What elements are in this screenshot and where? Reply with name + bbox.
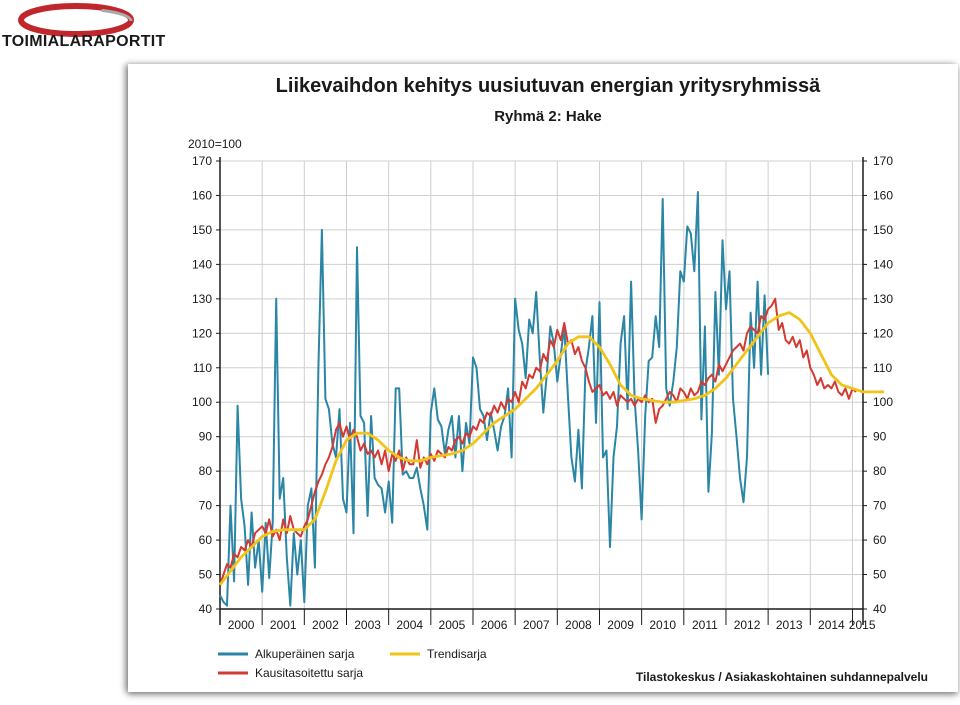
y-tick-label-left: 110 <box>193 361 212 375</box>
y-tick-label-right: 100 <box>873 395 893 409</box>
y-tick-label-right: 170 <box>873 154 893 168</box>
y-tick-label-right: 160 <box>873 188 893 202</box>
y-tick-label-left: 100 <box>192 395 212 409</box>
y-tick-label-left: 60 <box>199 533 213 547</box>
x-tick-label: 2002 <box>312 618 339 632</box>
x-tick-label: 2014 <box>818 618 845 632</box>
y-tick-label-left: 150 <box>192 223 212 237</box>
y-tick-label-left: 50 <box>199 568 213 582</box>
brand-logo: TOIMIALARAPORTIT <box>0 0 170 60</box>
y-tick-label-right: 40 <box>873 602 887 616</box>
y-tick-label-right: 130 <box>873 292 893 306</box>
x-tick-label: 2009 <box>607 618 634 632</box>
legend-label-seasonal: Kausitasoitettu sarja <box>255 666 363 680</box>
legend-label-trend: Trendisarja <box>427 647 487 661</box>
x-tick-label: 2005 <box>439 618 466 632</box>
y-tick-label-right: 70 <box>873 499 887 513</box>
y-tick-label-left: 40 <box>199 602 213 616</box>
x-tick-label: 2006 <box>481 618 508 632</box>
y-axis-unit-label: 2010=100 <box>188 137 242 151</box>
logo-swoosh-outer <box>18 3 134 37</box>
y-tick-label-left: 80 <box>199 464 213 478</box>
x-tick-label: 2000 <box>228 618 255 632</box>
y-tick-label-right: 140 <box>873 257 893 271</box>
x-tick-label: 2007 <box>523 618 550 632</box>
gridlines <box>220 160 863 610</box>
brand-name: TOIMIALARAPORTIT <box>2 33 166 50</box>
y-tick-label-left: 120 <box>192 326 212 340</box>
chart-source: Tilastokeskus / Asiakaskohtainen suhdann… <box>636 670 928 684</box>
legend: Alkuperäinen sarja Kausitasoitettu sarja… <box>218 647 487 680</box>
x-tick-label: 2008 <box>565 618 592 632</box>
chart-title: Liikevaihdon kehitys uusiutuvan energian… <box>276 75 822 97</box>
x-tick-label: 2012 <box>734 618 761 632</box>
y-tick-label-right: 120 <box>873 326 893 340</box>
y-tick-label-left: 90 <box>199 430 213 444</box>
y-tick-label-right: 60 <box>873 533 887 547</box>
y-tick-label-left: 140 <box>192 257 212 271</box>
x-tick-label: 2011 <box>692 618 718 632</box>
y-tick-label-right: 50 <box>873 568 887 582</box>
y-tick-label-left: 170 <box>192 154 212 168</box>
chart-subtitle: Ryhmä 2: Hake <box>494 108 602 125</box>
axes: 40 40 50 50 60 60 70 70 80 80 90 90 100 100 110 110 120 1… <box>192 154 893 632</box>
x-tick-label: 2013 <box>776 618 803 632</box>
legend-label-original: Alkuperäinen sarja <box>255 647 355 661</box>
y-tick-label-right: 90 <box>873 430 887 444</box>
y-tick-label-left: 160 <box>192 188 212 202</box>
series-line-seasonal <box>219 297 857 586</box>
x-tick-label: 2010 <box>649 618 676 632</box>
y-tick-label-right: 110 <box>873 361 892 375</box>
x-tick-label: 2004 <box>396 618 423 632</box>
chart-svg: Liikevaihdon kehitys uusiutuvan energian… <box>188 75 928 684</box>
logo-swoosh-inner <box>19 7 133 35</box>
series-line-original <box>219 191 770 607</box>
series-group <box>218 191 885 607</box>
y-tick-label-left: 130 <box>192 292 212 306</box>
y-tick-label-left: 70 <box>199 499 213 513</box>
chart-panel: Liikevaihdon kehitys uusiutuvan energian… <box>128 64 958 692</box>
logo-swoosh-icon <box>18 3 134 37</box>
x-tick-label: 2003 <box>354 618 381 632</box>
y-tick-label-right: 150 <box>873 223 893 237</box>
series-line-trend <box>218 311 885 586</box>
x-tick-label: 2001 <box>270 618 297 632</box>
y-tick-label-right: 80 <box>873 464 887 478</box>
